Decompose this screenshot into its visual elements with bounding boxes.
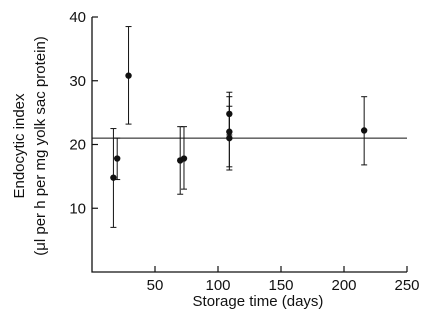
- axes: [91, 17, 407, 273]
- error-bar-group: [110, 26, 368, 228]
- data-point: [180, 155, 188, 162]
- y-tick-label: 20: [69, 137, 86, 154]
- data-point: [110, 174, 117, 181]
- data-point: [360, 127, 368, 134]
- tick-group: 50 100 150 200 250 10 20 30 40: [69, 9, 419, 294]
- data-point: [125, 72, 132, 79]
- x-tick-label: 150: [268, 277, 293, 294]
- y-tick-label: 40: [69, 9, 86, 26]
- data-point: [226, 134, 233, 142]
- y-tick-label: 10: [69, 200, 86, 217]
- axis-lines: [91, 17, 407, 273]
- x-tick-label: 250: [394, 277, 419, 294]
- x-tick-label: 100: [205, 277, 230, 294]
- y-axis-title: Endocytic index: [11, 93, 28, 199]
- data-point: [226, 110, 233, 118]
- data-point-group: [110, 72, 368, 181]
- y-tick-label: 30: [69, 73, 86, 90]
- x-tick-label: 200: [331, 277, 356, 294]
- data-point: [226, 128, 233, 135]
- x-tick-label: 50: [147, 277, 164, 294]
- data-point: [114, 155, 121, 162]
- x-axis-title: Storage time (days): [193, 293, 324, 310]
- y-axis-subtitle: (μl per h per mg yolk sac protein): [32, 36, 49, 256]
